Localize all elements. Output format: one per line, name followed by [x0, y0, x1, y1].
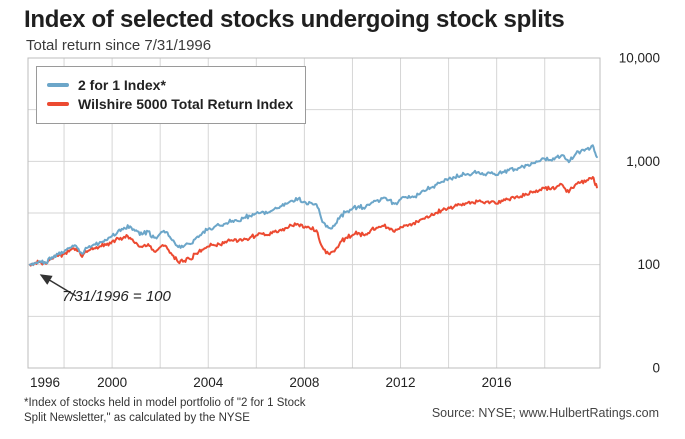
legend-swatch-red-icon [47, 102, 69, 106]
start-value-annotation: 7/31/1996 = 100 [62, 288, 171, 305]
legend-label-2for1: 2 for 1 Index* [78, 77, 166, 93]
source-credit: Source: NYSE; www.HulbertRatings.com [431, 406, 659, 420]
y-tick-label: 0 [652, 361, 660, 376]
series-line-wilshire-5000-total-return-index [28, 176, 598, 267]
x-tick-label: 1996 [30, 375, 60, 390]
chart-subtitle: Total return since 7/31/1996 [26, 37, 212, 54]
x-tick-label: 2016 [482, 375, 512, 390]
plot-border [27, 57, 601, 369]
x-tick-label: 2004 [193, 375, 224, 390]
y-tick-label: 100 [637, 257, 660, 272]
annotation-arrow [39, 274, 77, 297]
series-lines [28, 144, 598, 267]
legend-item-wilshire: Wilshire 5000 Total Return Index [47, 96, 293, 112]
legend-label-wilshire: Wilshire 5000 Total Return Index [78, 96, 294, 112]
y-tick-label: 10,000 [619, 51, 660, 66]
axis-labels: 10,000 1,000 100 0 1996 2000 2004 2008 2012 2016 [30, 51, 660, 391]
x-tick-label: 2000 [97, 375, 127, 390]
legend-item-2for1: 2 for 1 Index* [47, 77, 293, 93]
y-tick-label: 1,000 [626, 154, 660, 169]
series-line-2-for-1-index- [28, 144, 598, 266]
legend-swatch-blue-icon [47, 83, 69, 87]
footnote: *Index of stocks held in model portfolio… [24, 397, 306, 424]
chart-legend: 2 for 1 Index* Wilshire 5000 Total Retur… [36, 66, 307, 124]
chart-title: Index of selected stocks undergoing stoc… [24, 6, 565, 33]
x-tick-label: 2012 [385, 375, 415, 390]
x-tick-label: 2008 [289, 375, 319, 390]
